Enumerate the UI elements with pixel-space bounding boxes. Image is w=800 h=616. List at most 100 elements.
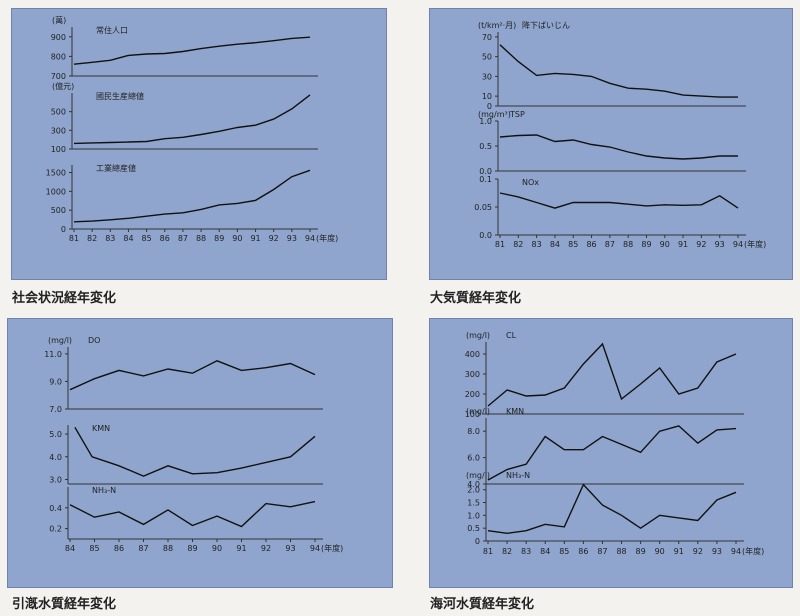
air-series-line-1 <box>499 134 738 160</box>
river-ytick-label-2-0: 0.2 <box>49 525 62 534</box>
sea-xtick-label-10: 91 <box>674 547 684 556</box>
sea-xtick-label-2: 83 <box>521 547 531 556</box>
social-ytick-label-0-1: 800 <box>51 52 66 61</box>
social-ytick-label-1-1: 300 <box>51 126 66 135</box>
sea-xtick-label-11: 92 <box>693 547 703 556</box>
air-series-line-2 <box>499 192 739 209</box>
air-ytick-label-1-0: 0.0 <box>479 167 492 176</box>
social-xtick-label-9: 90 <box>232 234 242 243</box>
social-series-name-1: 國民生産總値 <box>96 91 144 101</box>
river-ytick-label-1-0: 3.0 <box>49 475 62 484</box>
air-ytick-label-0-4: 70 <box>482 33 492 42</box>
social-xtick-label-7: 88 <box>196 234 206 243</box>
sea-ytick-label-2-4: 2.0 <box>467 486 480 495</box>
sea-ytick-label-2-0: 0 <box>475 537 480 546</box>
air-xtick-label-5: 86 <box>586 240 596 249</box>
river-series-line-1 <box>74 426 316 477</box>
chart-river-svg: 7.0 9.0 11.0 (mg/l) DO 3.0 4.0 5.0 KMN 0.2 0.4 NH₃-… <box>44 336 343 553</box>
chart-social-svg: 700 800 900 (萬) 常住人口 100 300 500 (億元) 國民生産總値 0 500 1… <box>46 15 339 243</box>
sea-series-name-1: KMN <box>506 407 524 416</box>
social-ytick-label-1-0: 100 <box>51 145 66 154</box>
air-xtick-label-11: 92 <box>696 240 706 249</box>
air-ytick-label-0-1: 10 <box>482 92 492 101</box>
river-xtick-label-7: 91 <box>236 544 246 553</box>
river-xtick-label-9: 93 <box>285 544 295 553</box>
air-xtick-label-1: 82 <box>513 240 523 249</box>
social-xtick-label-1: 82 <box>87 234 97 243</box>
river-xtick-label-3: 87 <box>138 544 148 553</box>
caption-river: 引漑水質経年変化 <box>12 597 117 612</box>
social-ytick-label-0-2: 900 <box>51 33 66 42</box>
river-series-name-1: KMN <box>92 424 110 433</box>
social-xtick-label-4: 85 <box>142 234 152 243</box>
chart-panel-sea: 100 200 300 400 (mg/l) CL 4.0 6.0 8.0 (mg/l) KMN 0 0… <box>429 318 793 588</box>
air-series-line-0 <box>499 44 738 98</box>
sea-series-line-0 <box>487 342 737 407</box>
social-xtick-label-6: 87 <box>178 234 188 243</box>
river-xtick-label-8: 92 <box>261 544 271 553</box>
air-xtick-label-0: 81 <box>495 240 505 249</box>
sea-xtick-label-9: 90 <box>655 547 665 556</box>
air-ytick-label-1-2: 1.0 <box>479 117 492 126</box>
air-unit-0: (t/km²·月) <box>478 21 516 30</box>
air-xtick-label-2: 83 <box>532 240 542 249</box>
sea-ytick-label-0-2: 300 <box>465 370 480 379</box>
air-x-end-label: (年度) <box>744 239 766 249</box>
river-series-name-0: DO <box>88 336 100 345</box>
air-series-name-1: TSP <box>509 110 525 119</box>
sea-xtick-label-1: 82 <box>502 547 512 556</box>
sea-unit-0: (mg/l) <box>466 331 490 340</box>
social-series-line-2 <box>73 169 311 223</box>
social-xtick-label-2: 83 <box>105 234 115 243</box>
social-xtick-label-8: 89 <box>214 234 224 243</box>
air-ytick-label-0-2: 30 <box>482 72 492 81</box>
sea-series-name-2: NH₃-N <box>506 471 530 480</box>
air-xtick-label-7: 88 <box>623 240 633 249</box>
sea-series-name-0: CL <box>506 331 517 340</box>
caption-social: 社会状況経年変化 <box>12 291 117 306</box>
river-xtick-label-2: 86 <box>114 544 124 553</box>
sea-xtick-label-6: 87 <box>597 547 607 556</box>
river-series-line-2 <box>69 500 316 528</box>
social-series-line-1 <box>73 94 311 145</box>
river-unit-0: (mg/l) <box>48 336 72 345</box>
river-ytick-label-0-0: 7.0 <box>49 405 62 414</box>
sea-xtick-label-8: 89 <box>636 547 646 556</box>
sea-xtick-label-5: 86 <box>578 547 588 556</box>
sea-xtick-label-12: 93 <box>712 547 722 556</box>
sea-ytick-label-0-0: 100 <box>465 410 480 419</box>
chart-air-svg: 010 30 50 70 (t/km²·月) 降下ばいじん 0.0 0.5 1.0(mg/m³)… <box>474 20 766 249</box>
river-series-line-0 <box>69 360 316 391</box>
social-xtick-label-3: 84 <box>123 234 133 243</box>
sea-xtick-label-7: 88 <box>616 547 626 556</box>
social-xtick-label-13: 94 <box>305 234 315 243</box>
river-xtick-label-0: 84 <box>65 544 75 553</box>
air-xtick-label-8: 89 <box>641 240 651 249</box>
air-unit-1: (mg/m³) <box>478 110 511 119</box>
sea-ytick-label-2-2: 1.0 <box>467 511 480 520</box>
sea-ytick-label-2-3: 1.5 <box>467 499 480 508</box>
air-ytick-label-2-1: 0.05 <box>474 203 492 212</box>
social-ytick-label-2-0: 0 <box>61 225 66 234</box>
social-ytick-label-2-1: 500 <box>51 206 66 215</box>
social-unit-1: (億元) <box>52 81 74 91</box>
air-xtick-label-4: 85 <box>568 240 578 249</box>
river-series-name-2: NH₃-N <box>92 486 116 495</box>
sea-unit-1: (mg/l) <box>466 407 490 416</box>
social-xtick-label-12: 93 <box>287 234 297 243</box>
air-xtick-label-9: 90 <box>660 240 670 249</box>
air-xtick-label-13: 94 <box>733 240 743 249</box>
social-xtick-label-5: 86 <box>160 234 170 243</box>
river-ytick-label-0-2: 11.0 <box>44 350 62 359</box>
sea-xtick-label-13: 94 <box>731 547 741 556</box>
river-xtick-label-10: 94 <box>310 544 320 553</box>
social-unit-0: (萬) <box>52 15 66 25</box>
sea-unit-2: (mg/l) <box>466 471 490 480</box>
sea-series-line-2 <box>487 483 737 535</box>
caption-air: 大気質経年変化 <box>430 291 522 306</box>
chart-panel-air: 0 10 30 50 70 (t/km²·月) 降下ばいじん 0.0 0.5 1.0 (mg/m³)… <box>429 8 793 280</box>
river-xtick-label-1: 85 <box>89 544 99 553</box>
social-xtick-label-10: 91 <box>250 234 260 243</box>
sea-ytick-label-1-1: 6.0 <box>467 454 480 463</box>
chart-sea-svg: 100 200 300 400 (mg/l) CL 4.0 6.0 8.0 (mg/l) KMN 0 0… <box>465 331 765 556</box>
